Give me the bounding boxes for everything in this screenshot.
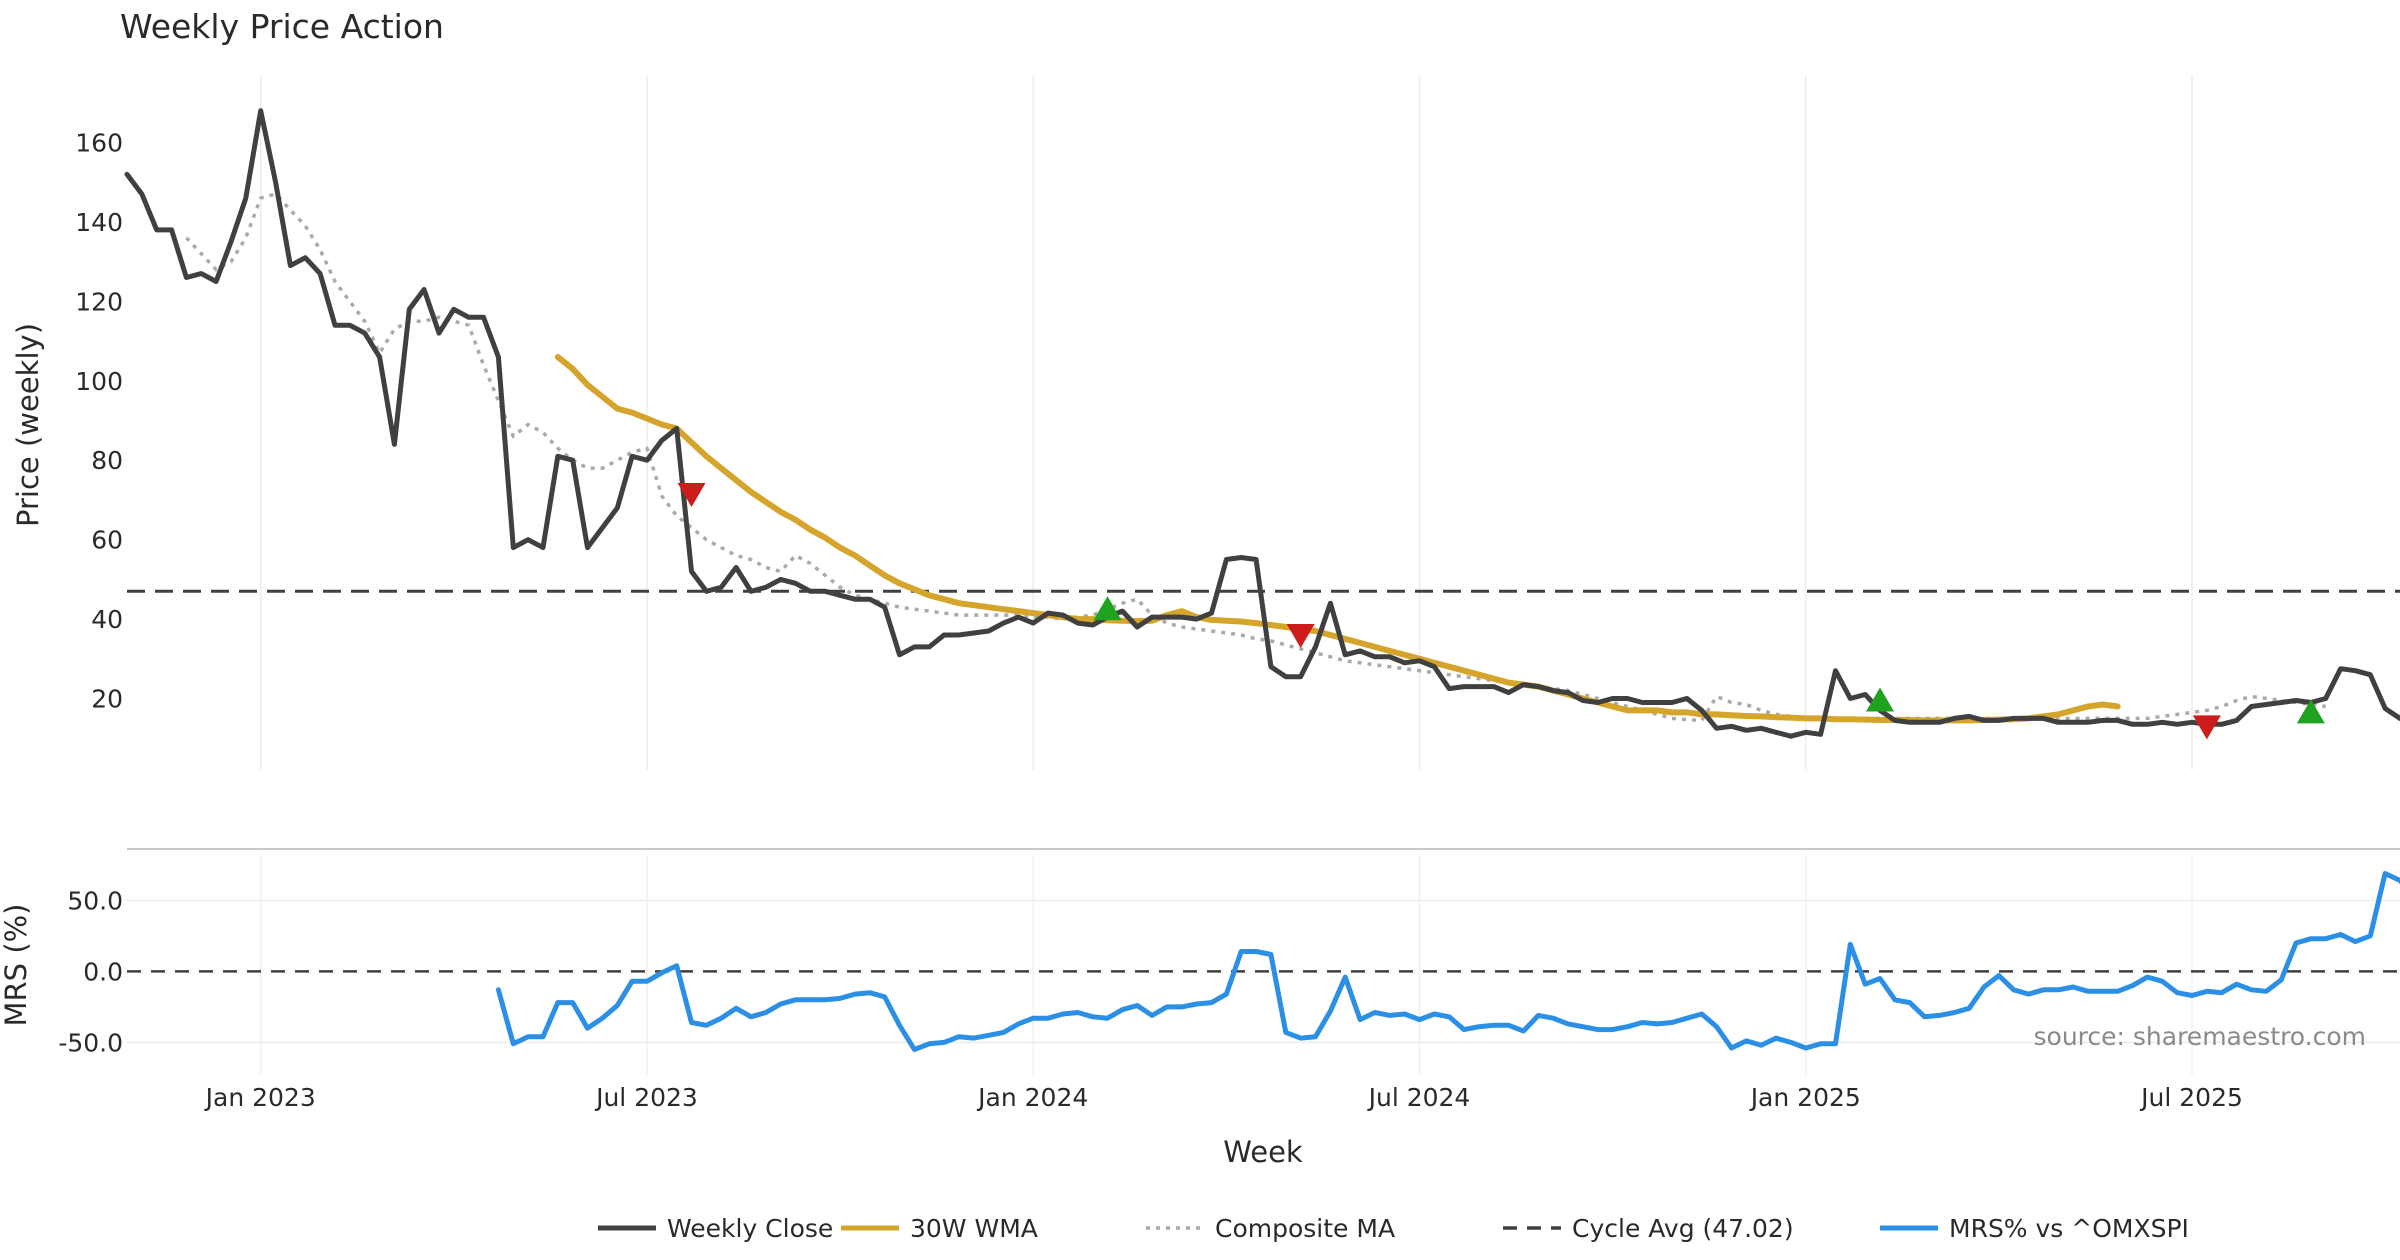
price-y-tick-label: 20 xyxy=(91,685,123,714)
legend-label: Composite MA xyxy=(1215,1214,1395,1243)
buy-signal-marker xyxy=(1093,596,1122,621)
mrs-y-tick-label: 0.0 xyxy=(83,957,123,986)
legend: Weekly Close 30W WMA Composite MA Cycle Avg… xyxy=(598,1214,2189,1243)
mrs-y-tick-label: 50.0 xyxy=(67,886,123,915)
legend-item: Cycle Avg (47.02) xyxy=(1503,1214,1794,1243)
grid-layer xyxy=(259,75,2193,1075)
signal-markers xyxy=(677,483,2325,740)
legend-label: 30W WMA xyxy=(910,1214,1038,1243)
price-y-tick-label: 100 xyxy=(75,367,123,396)
30w-wma-line xyxy=(554,354,2121,724)
x-tick-label: Jul 2023 xyxy=(594,1083,698,1112)
weekly-close-line xyxy=(124,108,2400,739)
x-tick-label: Jan 2024 xyxy=(976,1083,1088,1112)
mrs-y-ticks: -50.0 0.0 50.0 xyxy=(58,886,2400,1057)
legend-item: 30W WMA xyxy=(841,1214,1038,1243)
price-y-tick-label: 60 xyxy=(91,526,123,555)
legend-item: Weekly Close xyxy=(598,1214,833,1243)
mrs-y-axis-label: MRS (%) xyxy=(0,904,33,1027)
price-y-tick-label: 80 xyxy=(91,446,123,475)
mrs-vs-omxspi-line xyxy=(495,871,2400,1052)
x-axis-ticks: Jan 2023 Jul 2023 Jan 2024 Jul 2024 Jan 2025… xyxy=(204,1083,2243,1112)
x-tick-label: Jul 2024 xyxy=(1367,1083,1471,1112)
sell-signal-marker xyxy=(2192,715,2221,740)
price-y-ticks: 20 40 60 80 100 120 140 160 xyxy=(75,129,123,714)
x-axis-label: Week xyxy=(1223,1135,1303,1169)
source-credit: source: sharemaestro.com xyxy=(2034,1022,2367,1051)
legend-label: Weekly Close xyxy=(667,1214,833,1243)
price-y-tick-label: 160 xyxy=(75,129,123,158)
chart-title: Weekly Price Action xyxy=(120,7,444,46)
price-y-axis-label: Price (weekly) xyxy=(11,323,45,527)
price-y-tick-label: 40 xyxy=(91,605,123,634)
buy-signal-marker xyxy=(2296,699,2325,724)
x-tick-label: Jan 2025 xyxy=(1749,1083,1861,1112)
sell-signal-marker xyxy=(1286,623,1315,648)
legend-label: Cycle Avg (47.02) xyxy=(1572,1214,1794,1243)
legend-item: Composite MA xyxy=(1146,1214,1395,1243)
legend-item: MRS% vs ^OMXSPI xyxy=(1880,1214,2189,1243)
legend-label: MRS% vs ^OMXSPI xyxy=(1949,1214,2189,1243)
price-y-tick-label: 120 xyxy=(75,287,123,316)
buy-signal-marker xyxy=(1866,687,1895,712)
price-y-tick-label: 140 xyxy=(75,208,123,237)
x-tick-label: Jan 2023 xyxy=(204,1083,316,1112)
x-tick-label: Jul 2025 xyxy=(2139,1083,2243,1112)
price-series-lines xyxy=(124,108,2400,739)
sell-signal-marker xyxy=(677,483,706,507)
mrs-y-tick-label: -50.0 xyxy=(58,1028,123,1057)
mrs-series-lines xyxy=(127,871,2400,1052)
